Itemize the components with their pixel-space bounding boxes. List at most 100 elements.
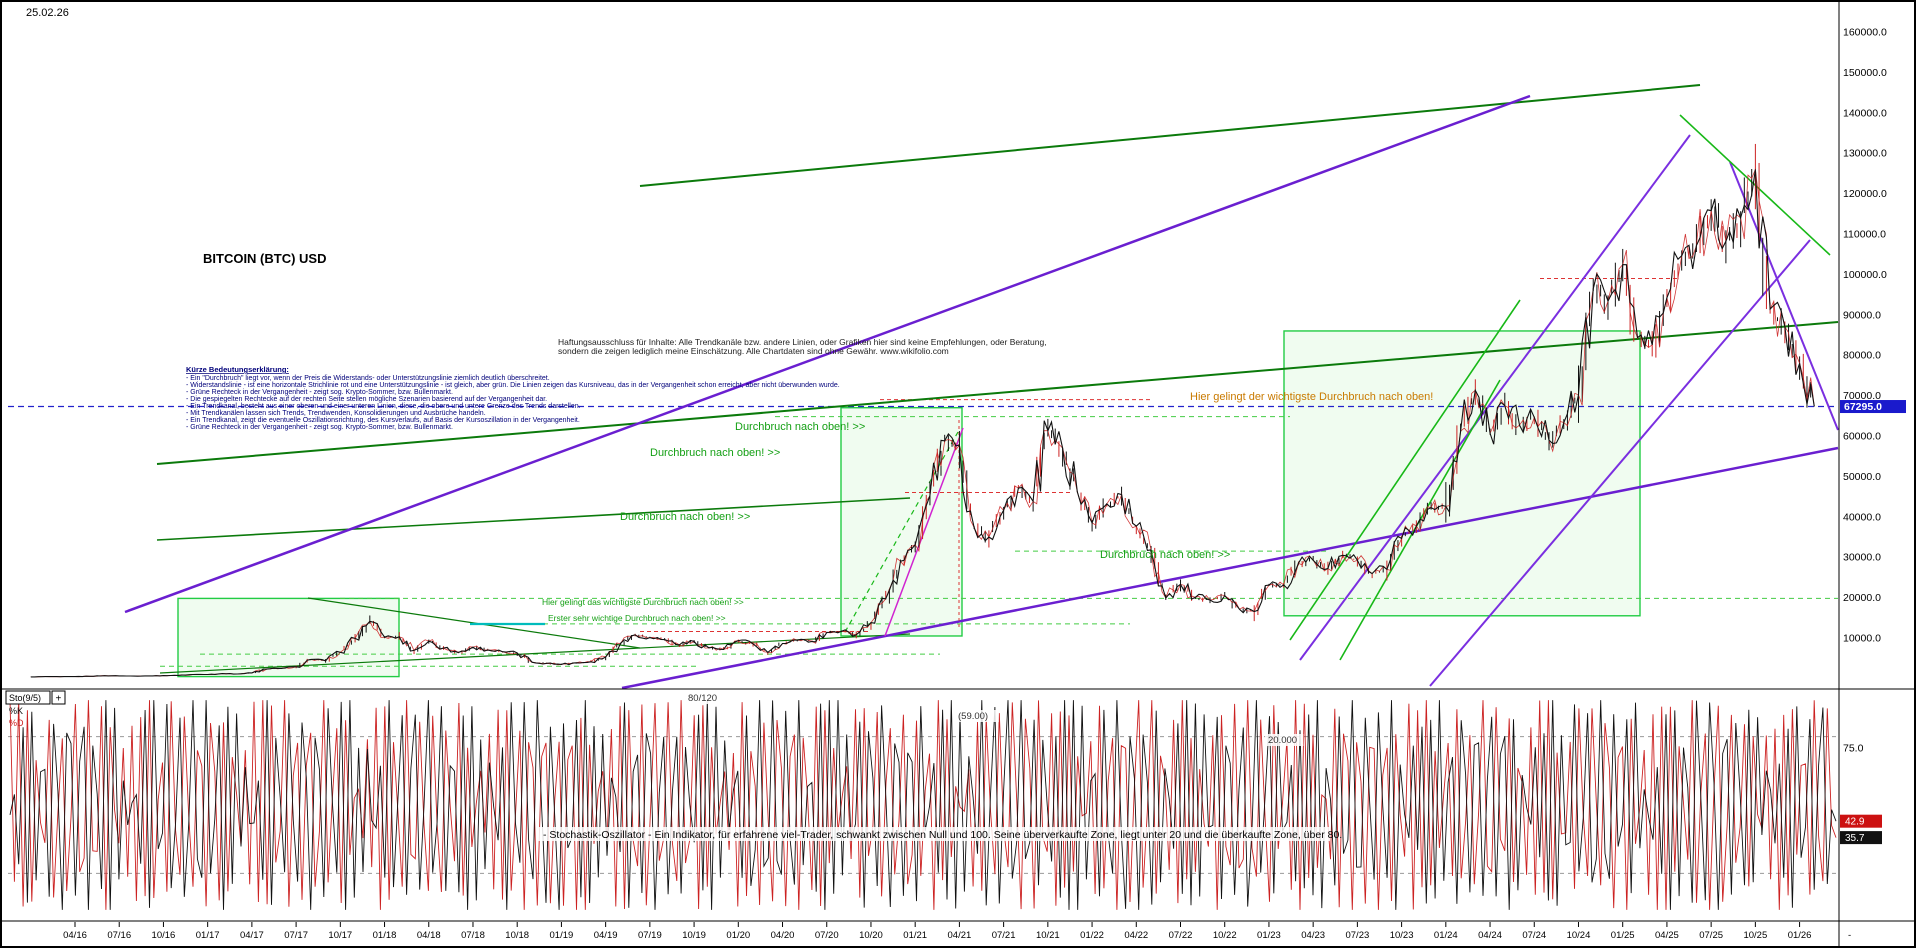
date-label: 04/25 (1655, 930, 1679, 941)
osc-d-label: %D (9, 718, 24, 728)
price-tick-label: 130000.0 (1843, 148, 1887, 160)
trendline (156, 497, 911, 541)
trendline (639, 84, 1701, 187)
chart-title: BITCOIN (BTC) USD (203, 251, 327, 266)
chart-annotations: Durchbruch nach oben! >> Durchbruch nach … (186, 365, 1433, 623)
date-label: 04/16 (63, 930, 87, 941)
osc-upper-value: 75.0 (1843, 743, 1864, 755)
date-label: 10/24 (1567, 930, 1591, 941)
osc-header-label: Sto(9/5) (9, 693, 41, 703)
price-tick-label: 160000.0 (1843, 27, 1887, 39)
osc-expand-button[interactable] (51, 690, 66, 705)
date-label: 10/20 (859, 930, 883, 941)
breakout-annotation: Durchbruch nach oben! >> (1100, 549, 1230, 561)
osc-note: - Stochastik-Oszillator - Ein Indikator,… (543, 829, 1342, 841)
date-label: 01/21 (903, 930, 927, 941)
date-label: 10/19 (682, 930, 706, 941)
date-label: 01/23 (1257, 930, 1281, 941)
date-label: 04/19 (594, 930, 618, 941)
legend-heading: Kürze Bedeutungserklärung: (186, 365, 289, 374)
breakout-annotation: Hier gelingt der wichtigste Durchbruch n… (1190, 391, 1433, 403)
date-label: 04/21 (948, 930, 972, 941)
current-price-chip (1840, 400, 1906, 414)
price-tick-label: 110000.0 (1843, 229, 1886, 241)
legend-line: - Grüne Rechteck in der Vergangenheit - … (186, 389, 453, 396)
osc-d-chip (1840, 831, 1882, 845)
breakout-annotation: Durchbruch nach oben! >> (735, 421, 865, 433)
breakout-annotation: Hier gelingt das wichtigste Durchbruch n… (542, 597, 744, 607)
trend-boxes (177, 330, 1641, 678)
price-tick-label: 140000.0 (1843, 107, 1887, 119)
trendline (621, 446, 1839, 690)
osc-header-box (5, 690, 51, 705)
osc-inline-label-bg (1265, 734, 1304, 746)
legend-line: - Ein "Durchbruch" liegt vor, wenn der P… (186, 375, 550, 382)
disclaimer-line-1: Haftungsausschluss für Inhalte: Alle Tre… (558, 337, 1047, 347)
legend-line: - Die gespiegelten Rechtecke auf der rec… (186, 396, 547, 403)
date-label: 01/17 (196, 930, 220, 941)
trendline (124, 94, 1531, 614)
price-tick-label: 100000.0 (1843, 269, 1887, 281)
osc-d-line (9, 700, 1837, 910)
date-label: 07/21 (992, 930, 1016, 941)
disclaimer-line-2: sondern die zeigen lediglich meine Einsc… (558, 346, 949, 356)
osc-k-chip-value: 42.9 (1845, 817, 1865, 828)
breakout-annotation: Durchbruch nach oben! >> (650, 447, 780, 459)
osc-inline-label: 20.000 (1268, 735, 1297, 746)
date-label: 04/18 (417, 930, 441, 941)
price-series (30, 143, 1815, 678)
price-tick-label: 60000.0 (1843, 431, 1881, 443)
date-label: 10/22 (1213, 930, 1237, 941)
legend-line: - Ein Trendkanal, besteht aus einer ober… (186, 403, 581, 410)
breakout-annotation: Durchbruch nach oben! >> (620, 511, 750, 523)
stochastic-panel: Sto(9/5) + %K %D 80/120 (59.00) 20.000 - Stocha… (5, 690, 1838, 910)
osc-k-label: %K (9, 706, 23, 716)
trendline (159, 633, 911, 674)
price-tick-label: 70000.0 (1843, 390, 1881, 402)
date-label: 01/26 (1788, 930, 1812, 941)
date-label: 10/16 (152, 930, 176, 941)
osc-k-line (9, 700, 1837, 910)
price-tick-label: 120000.0 (1843, 188, 1887, 200)
date-label: 04/22 (1124, 930, 1148, 941)
date-label: 01/20 (726, 930, 750, 941)
price-tick-label: 80000.0 (1843, 350, 1881, 362)
date-label: 10/18 (505, 930, 529, 941)
date-label: 07/24 (1522, 930, 1546, 941)
breakout-annotation: Erster sehr wichtige Durchbruch nach obe… (548, 613, 726, 623)
price-path (30, 169, 1815, 678)
date-label: 04/24 (1478, 930, 1502, 941)
date-label: 01/19 (550, 930, 574, 941)
price-tick-label: 90000.0 (1843, 309, 1881, 321)
price-tick-label: 50000.0 (1843, 471, 1881, 483)
date-label: 04/17 (240, 930, 264, 941)
date-label: 10/17 (328, 930, 352, 941)
krypto-sommer-box (840, 407, 963, 637)
price-tick-label: 10000.0 (1843, 633, 1881, 645)
legend-line: - Mit Trendkanälen lassen sich Trends, T… (186, 410, 486, 417)
trendlines (124, 84, 1839, 690)
price-tick-label: 30000.0 (1843, 552, 1881, 564)
date-label: 10/21 (1036, 930, 1060, 941)
trendline (1289, 299, 1521, 641)
date-stamp: 25.02.26 (26, 7, 69, 19)
date-label: 07/17 (284, 930, 308, 941)
date-label: 07/23 (1345, 930, 1369, 941)
osc-expand-glyph: + (56, 694, 62, 705)
date-label: 10/25 (1743, 930, 1767, 941)
trendline (884, 427, 964, 637)
osc-inline-label: (59.00) (958, 711, 988, 722)
support-resistance-lines (8, 277, 1838, 667)
date-label: 07/19 (638, 930, 662, 941)
osc-inline-label-bg (685, 692, 724, 704)
trendline (1429, 239, 1811, 687)
osc-k-chip (1840, 814, 1882, 828)
date-label: 07/18 (461, 930, 485, 941)
date-label: 01/18 (373, 930, 397, 941)
price-tick-label: 150000.0 (1843, 67, 1887, 79)
legend-line: - Ein Trendkanal, zeigt die eventuelle O… (186, 417, 580, 424)
